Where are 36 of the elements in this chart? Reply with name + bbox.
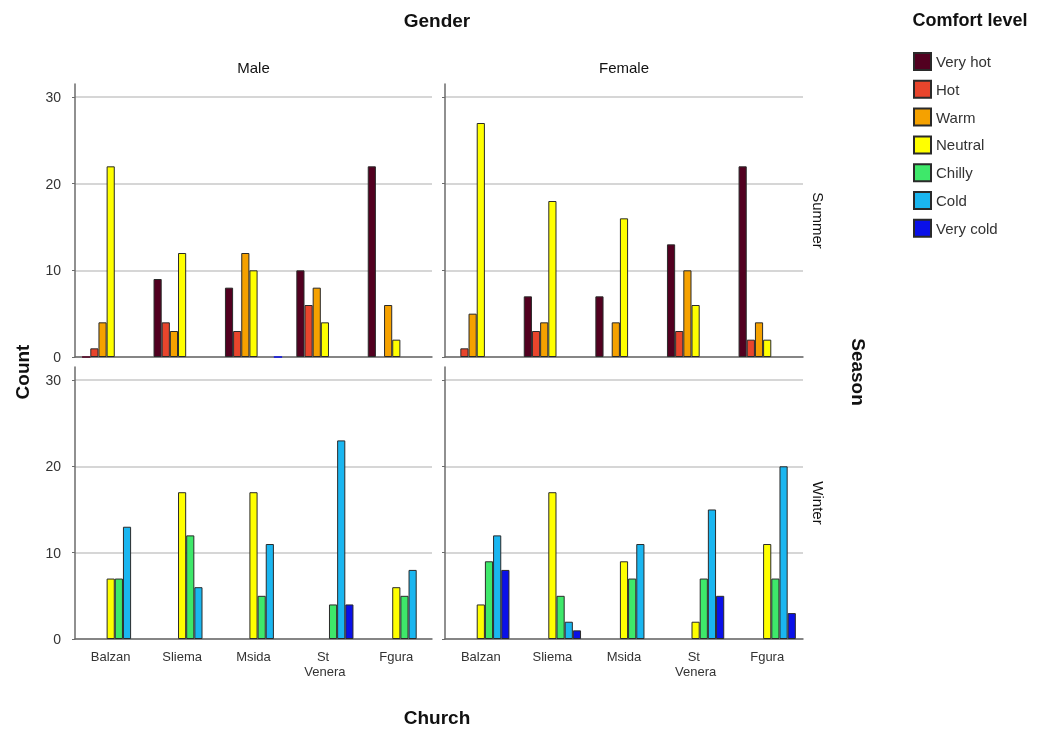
x-tick-label: St Venera [675,649,717,679]
y-tick-label: 10 [45,262,62,279]
y-axis-title: Count [11,343,33,400]
x-tick-label: Fgura [750,649,785,664]
x-tick-label: Msida [236,649,272,664]
x-tick-label: Msida [606,649,643,664]
y-tick-label: 0 [53,631,62,647]
bar [595,296,604,357]
legend-label: Very hot [936,53,992,70]
y-tick-label: 30 [45,371,62,388]
text: Season [847,338,869,406]
chart-title: Female [598,58,650,76]
y2-axis-title: Winter [809,481,827,525]
legend-label: Warm [936,108,976,126]
y-tick-label: 20 [45,458,62,475]
y-tick-label: 20 [45,175,62,192]
y-tick-label: 0 [53,349,62,365]
text: Gender [403,9,471,31]
legend-label: Hot [936,80,961,98]
legend-label: Very cold [936,219,998,237]
x-tick-label: St Venera [304,649,347,679]
x-tick-label: Balzan [90,649,131,664]
y-tick-label: 10 [45,544,62,561]
x-axis-title: Church [403,706,471,728]
x-tick-label: Sliema [532,649,574,664]
chart-title: Male [237,58,270,76]
x-tick-label: Sliema [162,649,203,664]
y2-axis-title: Summer [809,192,827,249]
x-tick-label: Fgura [379,649,415,664]
legend-title: Comfort level [912,10,1028,30]
bar [367,166,376,357]
legend-label: Chilly [936,164,974,182]
x-tick-label: Balzan [460,649,501,664]
legend-label: Cold [936,192,967,209]
legend-label: Neutral [936,136,985,154]
y-tick-label: 30 [45,89,62,105]
